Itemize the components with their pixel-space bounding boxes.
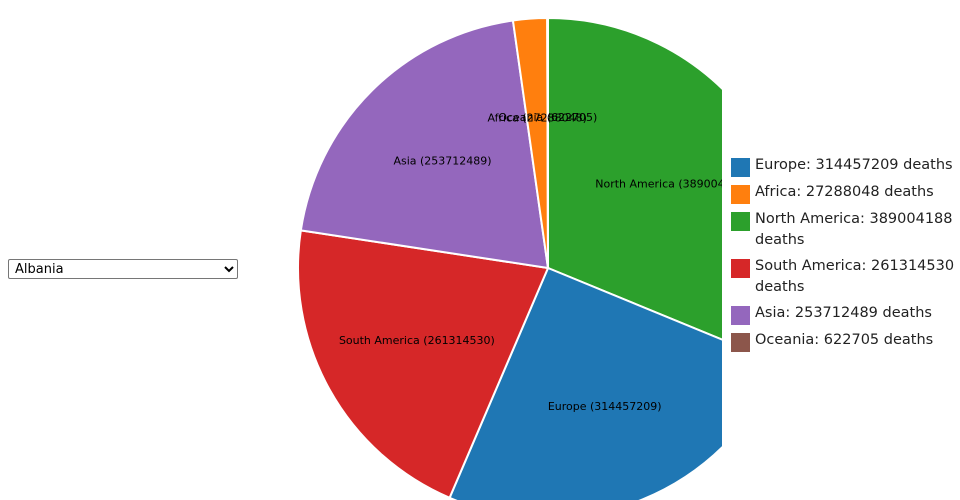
country-dropdown[interactable]: Albania: [8, 259, 238, 279]
pie-label-europe: Europe (314457209): [548, 400, 662, 413]
pie-slices: [297, 16, 798, 500]
legend-swatch-icon: [731, 259, 750, 278]
legend-label: South America: 261314530 deaths: [755, 258, 955, 295]
chart-legend: Europe: 314457209 deaths Africa: 27288048…: [731, 155, 959, 357]
pie-label-africa: Africa (27288048): [487, 111, 586, 124]
legend-swatch-icon: [731, 158, 750, 177]
legend-label: North America: 389004188 deaths: [755, 211, 953, 248]
legend-item-oceania[interactable]: Oceania: 622705 deaths: [731, 330, 959, 352]
legend-item-europe[interactable]: Europe: 314457209 deaths: [731, 155, 959, 177]
legend-item-asia[interactable]: Asia: 253712489 deaths: [731, 303, 959, 325]
legend-swatch-icon: [731, 306, 750, 325]
legend-label: Oceania: 622705 deaths: [755, 332, 934, 348]
legend-item-south-america[interactable]: South America: 261314530 deaths: [731, 256, 959, 298]
pie-label-south-america: South America (261314530): [339, 334, 495, 347]
legend-label: Europe: 314457209 deaths: [755, 157, 953, 173]
legend-label: Asia: 253712489 deaths: [755, 305, 932, 321]
pie-slice-south-america[interactable]: [297, 229, 550, 500]
pie-label-asia: Asia (253712489): [393, 154, 491, 167]
legend-label: Africa: 27288048 deaths: [755, 184, 934, 200]
legend-item-north-america[interactable]: North America: 389004188 deaths: [731, 209, 959, 251]
pie-slice-asia[interactable]: [299, 19, 550, 270]
pie-slice-labels: North America (389004188) Europe (3144572…: [339, 111, 750, 413]
pie-slice-north-america[interactable]: [547, 16, 798, 363]
pie-slice-oceania[interactable]: [546, 16, 549, 269]
legend-swatch-icon: [731, 212, 750, 231]
pie-label-oceania: Oceania (622705): [498, 111, 597, 124]
pie-label-north-america: North America (389004188): [595, 178, 750, 191]
legend-swatch-icon: [731, 333, 750, 352]
legend-swatch-icon: [731, 185, 750, 204]
legend-item-africa[interactable]: Africa: 27288048 deaths: [731, 182, 959, 204]
pie-slice-europe[interactable]: [448, 266, 780, 500]
